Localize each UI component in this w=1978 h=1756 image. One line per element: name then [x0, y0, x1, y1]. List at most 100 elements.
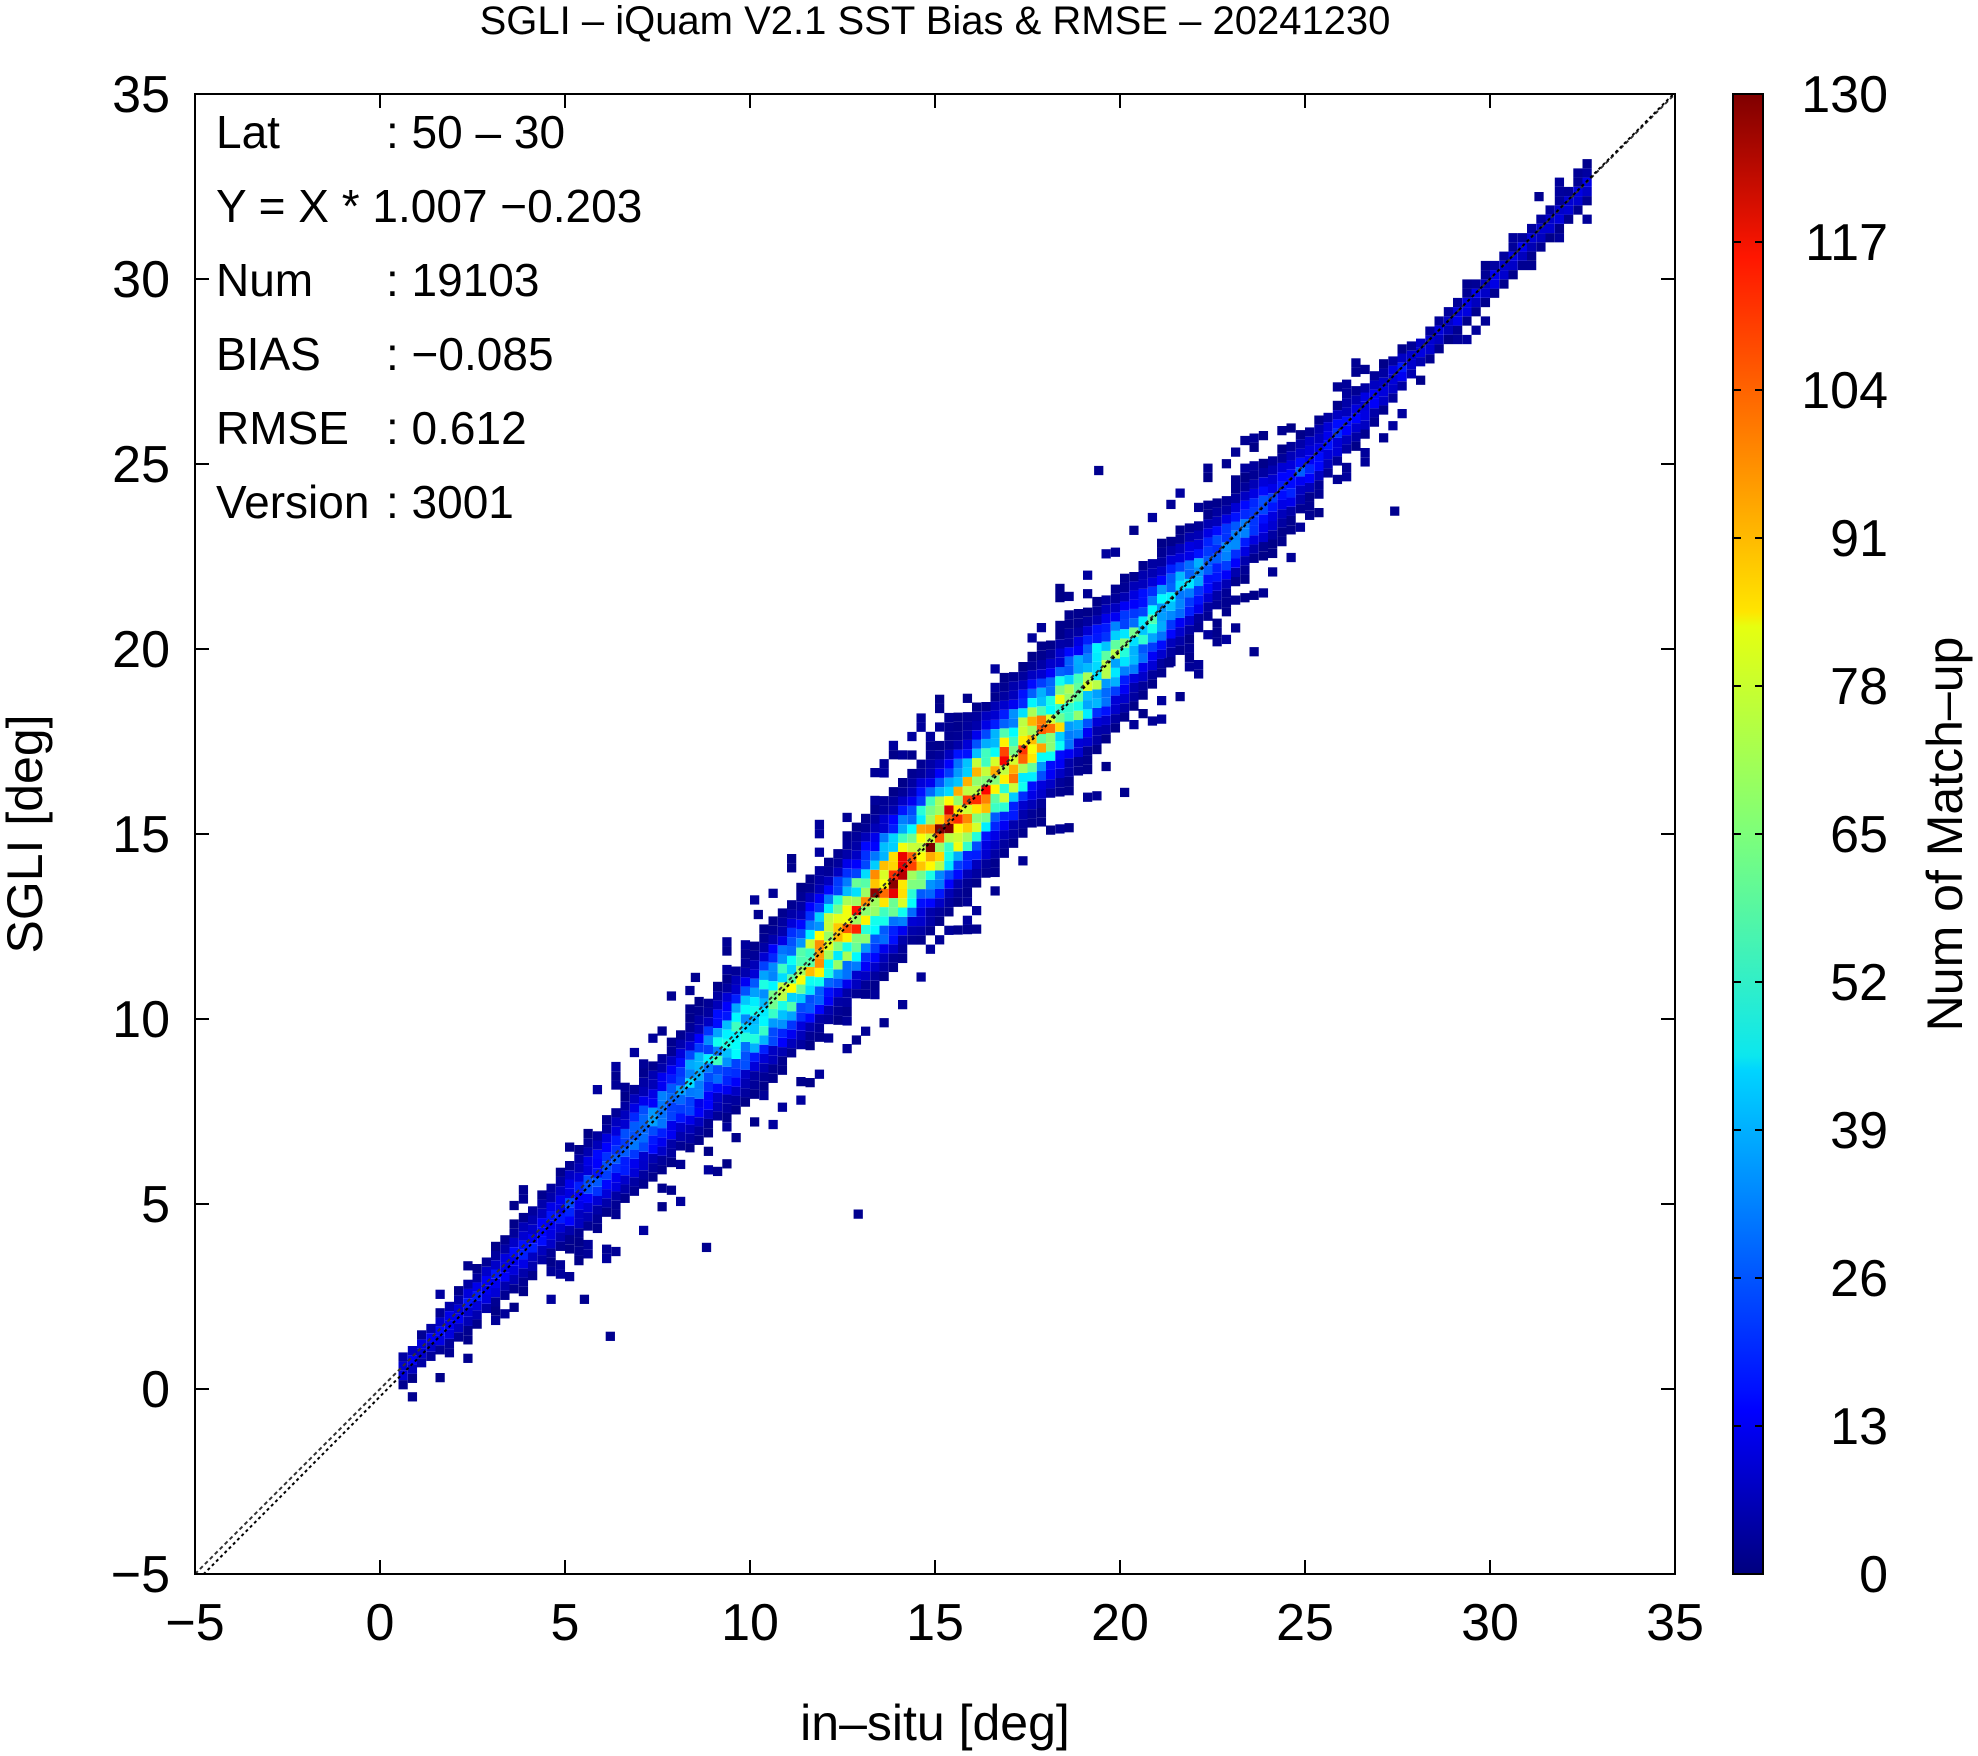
density-cell — [824, 1014, 834, 1025]
density-cell — [1046, 686, 1056, 696]
density-cell — [972, 832, 982, 842]
density-cell — [1129, 655, 1139, 665]
density-cell — [611, 1061, 621, 1072]
density-cell — [1101, 761, 1111, 772]
density-cell — [981, 831, 991, 841]
density-cell — [1147, 568, 1158, 578]
density-cell — [583, 1184, 593, 1194]
stat-value: : −0.085 — [386, 328, 554, 380]
density-cell — [796, 910, 806, 920]
density-cell — [833, 849, 843, 859]
density-cell — [851, 942, 862, 953]
density-cell — [1286, 460, 1296, 470]
density-cell — [842, 942, 852, 952]
density-cell — [935, 898, 945, 908]
density-cell — [611, 1172, 621, 1183]
density-cell — [1101, 613, 1111, 624]
density-cell — [565, 1216, 575, 1226]
density-cell — [740, 949, 751, 959]
density-cell — [1073, 664, 1084, 674]
chart-title: SGLI – iQuam V2.1 SST Bias & RMSE – 2024… — [480, 0, 1391, 43]
density-cell — [1360, 420, 1370, 430]
density-cell — [713, 1102, 723, 1112]
stat-label: RMSE — [216, 402, 349, 454]
density-cell — [962, 767, 973, 777]
density-cell — [870, 925, 880, 935]
density-cell — [935, 879, 945, 889]
density-cell — [1129, 720, 1139, 730]
density-cell — [1499, 279, 1509, 289]
density-cell — [898, 842, 908, 853]
density-cell — [805, 985, 815, 995]
density-cell — [509, 1265, 519, 1275]
density-cell — [1379, 377, 1389, 387]
density-cell — [851, 859, 862, 869]
density-cell — [463, 1279, 473, 1289]
density-cell — [944, 786, 954, 797]
density-cell — [990, 812, 1000, 822]
density-cell — [731, 1105, 741, 1115]
density-cell — [1064, 628, 1074, 639]
density-cell — [740, 1051, 751, 1061]
density-cell — [787, 1002, 797, 1012]
density-cell — [759, 1053, 769, 1064]
density-cell — [1166, 610, 1176, 621]
y-tick-label: 0 — [141, 1361, 170, 1419]
density-cell — [1166, 546, 1176, 556]
density-cell — [1009, 829, 1019, 839]
density-cell — [870, 980, 880, 991]
density-cell — [1138, 662, 1148, 672]
density-cell — [898, 787, 908, 797]
density-cell — [750, 960, 760, 970]
density-cell — [1036, 743, 1047, 753]
density-cell — [805, 967, 815, 977]
density-cell — [583, 1147, 593, 1157]
density-cell — [1175, 544, 1185, 554]
density-cell — [565, 1272, 575, 1282]
density-cell — [805, 883, 815, 893]
density-cell — [444, 1348, 455, 1358]
density-cell — [1314, 508, 1324, 518]
density-cell — [703, 1128, 714, 1138]
density-cell — [972, 739, 982, 749]
density-cell — [925, 852, 936, 862]
density-cell — [990, 719, 1000, 730]
density-cell — [518, 1212, 529, 1223]
colorbar-tick-label: 104 — [1801, 362, 1888, 420]
density-cell — [454, 1286, 464, 1296]
density-cell — [925, 824, 936, 834]
density-cell — [870, 916, 880, 926]
density-cell — [583, 1249, 593, 1259]
density-cell — [759, 952, 769, 962]
density-cell — [1323, 422, 1333, 432]
density-cell — [1536, 214, 1546, 224]
density-cell — [1184, 634, 1195, 644]
density-cell — [1036, 706, 1047, 716]
x-tick-label: 20 — [1091, 1594, 1149, 1652]
density-cell — [722, 1001, 732, 1012]
density-cell — [1268, 493, 1278, 503]
density-cell — [981, 766, 991, 776]
density-cell — [851, 868, 862, 879]
density-cell — [888, 740, 899, 751]
density-cell — [509, 1256, 519, 1266]
density-cell — [925, 889, 936, 899]
density-cell — [1036, 623, 1047, 633]
density-cell — [824, 977, 834, 988]
density-cell — [407, 1392, 418, 1402]
density-cell — [740, 986, 751, 996]
density-cell — [907, 842, 917, 853]
density-cell — [870, 897, 880, 907]
density-cell — [1351, 358, 1361, 368]
density-cell — [1064, 684, 1074, 694]
density-cell — [528, 1206, 538, 1216]
density-cell — [685, 1041, 695, 1051]
density-cell — [953, 925, 963, 935]
density-cell — [944, 823, 954, 834]
density-cell — [898, 852, 908, 862]
density-cell — [833, 904, 843, 914]
colorbar-tick-label: 65 — [1830, 806, 1888, 864]
density-cell — [417, 1348, 427, 1359]
density-cell — [870, 768, 880, 778]
density-cell — [463, 1325, 473, 1336]
